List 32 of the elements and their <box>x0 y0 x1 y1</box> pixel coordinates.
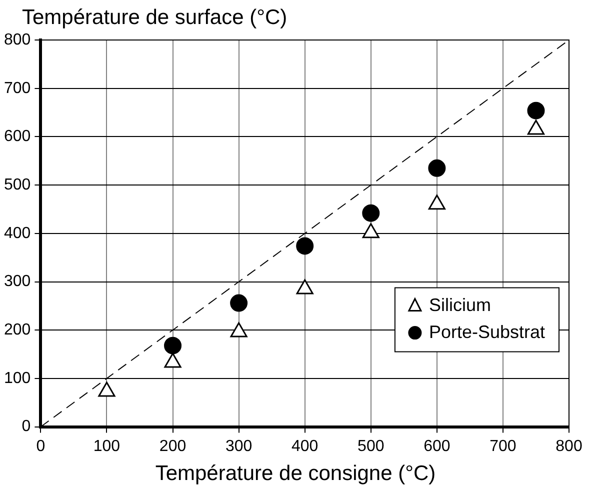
point <box>296 279 314 294</box>
point <box>428 194 446 210</box>
x-tick-label: 400 <box>291 438 318 455</box>
x-tick-label: 700 <box>490 438 516 455</box>
x-tick-label: 600 <box>424 438 450 455</box>
x-tick-label: 300 <box>225 438 252 455</box>
point <box>230 322 248 338</box>
y-tick-label: 400 <box>4 224 31 242</box>
point <box>98 382 116 397</box>
point <box>428 159 446 177</box>
y-tick-label: 0 <box>22 418 31 436</box>
x-tick-label: 100 <box>93 438 120 455</box>
y-tick-label: 700 <box>4 80 31 97</box>
point <box>362 223 380 238</box>
legend-label: Porte-Substrat <box>428 322 546 342</box>
x-tick-label: 200 <box>159 438 186 455</box>
point <box>164 352 182 368</box>
y-tick-label: 300 <box>4 273 31 290</box>
x-tick-label: 800 <box>556 438 582 455</box>
x-axis-title: Température de consigne (°C) <box>154 462 437 486</box>
y-tick-label: 100 <box>4 370 31 387</box>
point <box>296 237 314 255</box>
legend-label: Silicium <box>428 294 491 315</box>
x-tick-label: 0 <box>36 438 46 455</box>
y-tick-label: 600 <box>4 128 31 146</box>
y-tick-label: 200 <box>4 322 31 339</box>
y-axis-title: Température de surface (°C) <box>22 6 288 30</box>
y-tick-label: 500 <box>4 176 31 194</box>
point <box>527 102 545 120</box>
y-tick-label: 800 <box>4 31 31 48</box>
x-tick-label: 500 <box>358 438 384 455</box>
point <box>362 204 380 222</box>
